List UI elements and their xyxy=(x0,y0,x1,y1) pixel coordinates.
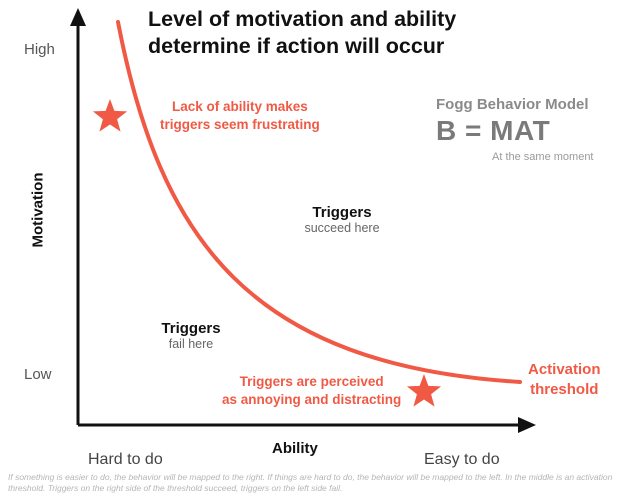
model-formula: B = MAT xyxy=(436,115,551,146)
y-axis-title: Motivation xyxy=(29,172,47,248)
activation-threshold-curve xyxy=(116,20,522,384)
zone-subtitle: fail here xyxy=(168,337,214,351)
x-axis-title: Ability xyxy=(272,440,318,457)
annoying-note: Triggers are perceived as annoying and d… xyxy=(222,373,401,409)
fail-zone: Triggers fail here xyxy=(148,320,234,351)
x-axis-arrow-icon xyxy=(518,417,536,433)
threshold-line: Activation xyxy=(528,361,601,378)
zone-title: Triggers xyxy=(312,204,372,221)
caption: If something is easier to do, the behavi… xyxy=(8,472,613,493)
note-line: as annoying and distracting xyxy=(222,392,402,407)
star-icon xyxy=(406,374,442,407)
x-axis-left-label: Hard to do xyxy=(88,451,163,468)
note-line: Triggers are perceived xyxy=(239,374,384,389)
frustrating-note: Lack of ability makes triggers seem frus… xyxy=(160,98,320,134)
model-name: Fogg Behavior Model xyxy=(436,96,589,113)
diagram-title: Level of motivation and ability determin… xyxy=(148,6,456,60)
y-axis-arrow-icon xyxy=(70,8,86,26)
activation-threshold-label: Activation threshold xyxy=(528,360,601,400)
threshold-line: threshold xyxy=(530,381,599,398)
y-axis-high-label: High xyxy=(24,41,55,58)
succeed-zone: Triggers succeed here xyxy=(296,204,388,235)
note-line: Lack of ability makes xyxy=(171,99,308,114)
note-line: triggers seem frustrating xyxy=(160,117,320,132)
zone-title: Triggers xyxy=(161,320,221,337)
title-line: Level of motivation and ability xyxy=(148,7,457,31)
x-axis-right-label: Easy to do xyxy=(424,451,500,468)
zone-subtitle: succeed here xyxy=(304,221,380,235)
y-axis-low-label: Low xyxy=(24,366,52,383)
title-line: determine if action will occur xyxy=(148,34,445,58)
formula-note: At the same moment xyxy=(492,151,594,163)
star-icon xyxy=(92,99,128,132)
